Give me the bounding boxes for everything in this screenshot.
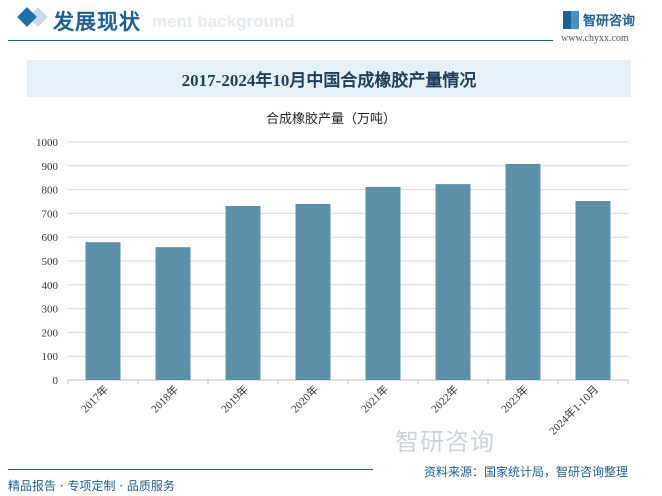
x-tick-label: 2019年 [218,382,251,415]
chart-title: 2017-2024年10月中国合成橡胶产量情况 [181,71,477,90]
bar [155,247,191,380]
bar [435,184,471,380]
x-tick-label: 2023年 [498,382,531,415]
section-title: 发展现状 [53,10,141,34]
y-tick-label: 900 [42,161,59,173]
x-tick-label: 2018年 [148,382,181,415]
site-url: www.chyxx.com [561,33,629,44]
y-tick-label: 100 [42,351,59,363]
watermark-logo: 智研咨询 [395,428,495,456]
chart-title-banner: 2017-2024年10月中国合成橡胶产量情况 [27,60,631,97]
bar [225,206,261,380]
y-tick-label: 200 [42,327,59,339]
x-tick-label: 2022年 [428,382,461,415]
section-background-text: ment background [152,12,295,31]
bar [295,203,331,380]
footer-slogan: 精品报告 · 专项定制 · 品质服务 [8,479,175,493]
x-tick-label: 2021年 [358,382,391,415]
bar [365,186,401,380]
y-tick-label: 600 [42,232,59,244]
y-tick-label: 700 [42,208,59,220]
logo-icon [563,10,579,29]
x-tick-label: 2017年 [78,382,111,415]
logo-text: 智研咨询 [583,14,636,29]
x-tick-label: 2020年 [288,382,321,415]
bar [575,201,611,380]
y-tick-label: 300 [42,304,59,316]
bar [505,163,541,380]
data-source: 资料来源：国家统计局，智研咨询整理 [424,465,629,479]
x-tick-label: 2024年1-10月 [546,382,601,437]
y-tick-label: 0 [53,375,59,387]
brand-logo: 智研咨询 [563,10,635,29]
y-tick-label: 1000 [36,137,59,149]
header-divider [8,40,553,41]
bar [85,242,121,380]
y-tick-label: 400 [42,280,59,292]
footer-divider [8,469,373,470]
y-tick-label: 800 [42,185,59,197]
chart-subtitle: 合成橡胶产量（万吨） [265,112,396,127]
y-tick-label: 500 [42,256,59,268]
